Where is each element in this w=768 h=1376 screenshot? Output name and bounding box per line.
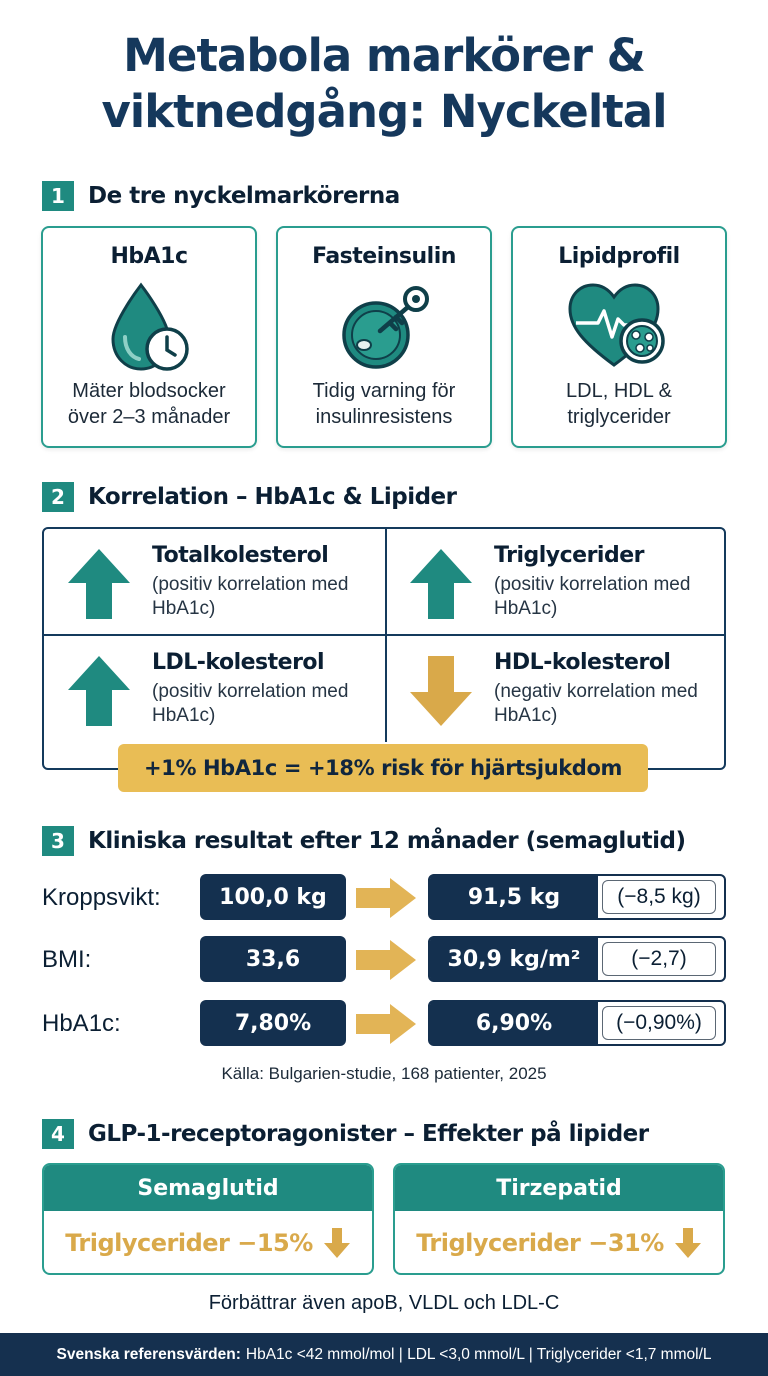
section2-header: 2 Korrelation – HbA1c & Lipider [42, 482, 457, 512]
value-after: 6,90% [430, 1000, 598, 1046]
result-box: 91,5 kg (−8,5 kg) [428, 874, 726, 920]
correlation-item-triglycerider: Triglycerider (positiv korrelation med H… [386, 529, 726, 633]
card-fasteinsulin: Fasteinsulin Tidig varning för insulinre… [276, 226, 492, 448]
card-description: Mäter blodsocker över 2–3 månader [67, 380, 231, 428]
glp-card-title: Tirzepatid [395, 1165, 723, 1211]
glp-card-tirzepatid: Tirzepatid Triglycerider −31% [393, 1163, 725, 1275]
glp-card-effect: Triglycerider −31% [395, 1211, 723, 1273]
card-title: Fasteinsulin [312, 244, 456, 269]
section3-header: 3 Kliniska resultat efter 12 månader (se… [42, 826, 686, 856]
correlation-item-totalkolesterol: Totalkolesterol (positiv korrelation med… [44, 529, 384, 633]
arrow-up-icon [410, 549, 472, 619]
card-title: HbA1c [110, 244, 188, 269]
correlation-item-hdl: HDL-kolesterol (negativ korrelation med … [386, 636, 726, 740]
grid-divider-horizontal [44, 634, 724, 636]
cell-key-icon [342, 286, 429, 369]
value-after: 91,5 kg [430, 874, 598, 920]
value-after: 30,9 kg/m² [430, 936, 598, 982]
section4-header: 4 GLP-1-receptoragonister – Effekter på … [42, 1119, 649, 1149]
card-lipidprofil: Lipidprofil LDL, HDL & triglycerider [511, 226, 727, 448]
card-description: LDL, HDL & triglycerider [566, 380, 672, 428]
section2-number: 2 [42, 482, 74, 512]
card-title: Lipidprofil [558, 244, 680, 269]
section3-number: 3 [42, 826, 74, 856]
result-row-kroppsvikt: Kroppsvikt: 100,0 kg 91,5 kg (−8,5 kg) [42, 874, 732, 922]
card-description: Tidig varning för insulinresistens [312, 380, 456, 428]
glp-note: Förbättrar även apoB, VLDL och LDL-C [208, 1292, 560, 1314]
page-title-line1: Metabola markörer & [123, 29, 646, 82]
glp-card-effect: Triglycerider −15% [44, 1211, 372, 1273]
section4-number: 4 [42, 1119, 74, 1149]
value-delta: (−2,7) [602, 942, 716, 976]
result-row-bmi: BMI: 33,6 30,9 kg/m² (−2,7) [42, 936, 732, 984]
section1-header: 1 De tre nyckelmarkörerna [42, 181, 400, 211]
arrow-down-icon [323, 1228, 350, 1258]
glp-card-semaglutid: Semaglutid Triglycerider −15% [42, 1163, 374, 1275]
value-delta: (−8,5 kg) [602, 880, 716, 914]
result-row-hba1c: HbA1c: 7,80% 6,90% (−0,90%) [42, 1000, 732, 1048]
result-box: 6,90% (−0,90%) [428, 1000, 726, 1046]
correlation-grid: Totalkolesterol (positiv korrelation med… [42, 527, 726, 770]
heart-lipid-icon [568, 283, 665, 367]
value-before: 7,80% [200, 1000, 346, 1046]
result-label: BMI: [42, 946, 92, 973]
section3-heading: Kliniska resultat efter 12 månader (sema… [88, 828, 686, 854]
value-before: 33,6 [200, 936, 346, 982]
arrow-down-icon [674, 1228, 701, 1258]
arrow-right-icon [356, 1004, 416, 1044]
risk-banner: +1% HbA1c = +18% risk för hjärtsjukdom [118, 744, 648, 792]
value-before: 100,0 kg [200, 874, 346, 920]
source-note: Källa: Bulgarien-studie, 168 patienter, … [221, 1064, 547, 1083]
result-box: 30,9 kg/m² (−2,7) [428, 936, 726, 982]
arrow-right-icon [356, 878, 416, 918]
page-title-line2: viktnedgång: Nyckeltal [101, 85, 667, 138]
blood-drop-clock-icon [111, 282, 189, 371]
arrow-down-icon [410, 656, 472, 726]
result-label: Kroppsvikt: [42, 884, 161, 911]
section2-heading: Korrelation – HbA1c & Lipider [88, 484, 457, 510]
section4-heading: GLP-1-receptoragonister – Effekter på li… [88, 1121, 649, 1147]
page-title: Metabola markörer & viktnedgång: Nyckelt… [0, 28, 768, 140]
card-hba1c: HbA1c Mäter blodsocker över 2–3 månader [41, 226, 257, 448]
result-label: HbA1c: [42, 1010, 121, 1037]
footer-label: Svenska referensvärden: [56, 1345, 241, 1363]
footer-text: HbA1c <42 mmol/mol | LDL <3,0 mmol/L | T… [245, 1345, 712, 1363]
footer-reference-values: Svenska referensvärden: HbA1c <42 mmol/m… [0, 1333, 768, 1376]
section1-number: 1 [42, 181, 74, 211]
arrow-right-icon [356, 940, 416, 980]
arrow-up-icon [68, 549, 130, 619]
section1-heading: De tre nyckelmarkörerna [88, 183, 400, 209]
correlation-item-ldl: LDL-kolesterol (positiv korrelation med … [44, 636, 384, 740]
value-delta: (−0,90%) [602, 1006, 716, 1040]
glp-card-title: Semaglutid [44, 1165, 372, 1211]
arrow-up-icon [68, 656, 130, 726]
